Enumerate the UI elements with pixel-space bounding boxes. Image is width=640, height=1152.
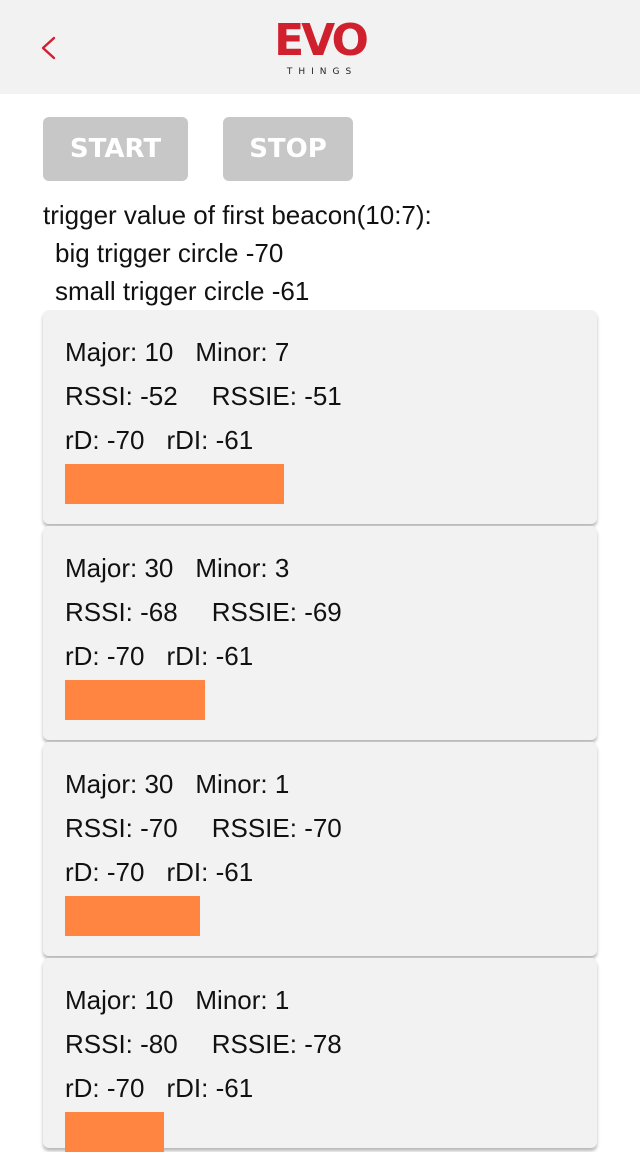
signal-strength-bar [65,896,200,936]
rssi-value: RSSI: -52 [65,381,178,411]
rssie-value: RSSIE: -69 [211,597,342,627]
logo-tagline: THINGS [286,67,358,77]
rssi-value: RSSI: -70 [65,813,178,843]
beacon-card: Major: 30 Minor: 3 RSSI: -68 RSSIE: -69 rD… [43,526,597,740]
rd-value: rD: -70 [65,425,145,455]
start-button[interactable]: START [43,117,188,181]
major-value: Major: 10 [65,985,174,1015]
trigger-info-title: trigger value of first beacon(10:7): [43,200,432,230]
minor-value: Minor: 3 [195,553,290,583]
major-value: Major: 30 [65,553,174,583]
logo-wordmark: EVO [274,15,369,66]
rssi-value: RSSI: -68 [65,597,178,627]
minor-value: Minor: 1 [195,769,290,799]
big-trigger-circle-text: big trigger circle -70 [55,238,284,268]
rdi-value: rDI: -61 [166,1073,254,1103]
rd-value: rD: -70 [65,641,145,671]
beacon-card: Major: 10 Minor: 1 RSSI: -80 RSSIE: -78 rD… [43,958,597,1152]
rssie-value: RSSIE: -78 [211,1029,342,1059]
beacon-card: Major: 30 Minor: 1 RSSI: -70 RSSIE: -70 rD… [43,742,597,956]
small-trigger-circle-text: small trigger circle -61 [55,276,310,306]
minor-value: Minor: 1 [195,985,290,1015]
signal-strength-bar [65,464,284,504]
beacon-card: Major: 10 Minor: 7 RSSI: -52 RSSIE: -51 rD… [43,310,597,524]
evothings-logo: EVO THINGS [270,18,370,78]
rdi-value: rDI: -61 [166,425,254,455]
stop-button[interactable]: STOP [223,117,353,181]
app-header: EVO THINGS [0,0,640,94]
rd-value: rD: -70 [65,857,145,887]
rd-value: rD: -70 [65,1073,145,1103]
rdi-value: rDI: -61 [166,857,254,887]
major-value: Major: 30 [65,769,174,799]
chevron-left-icon [41,36,56,60]
rssie-value: RSSIE: -70 [211,813,342,843]
rssie-value: RSSIE: -51 [211,381,342,411]
signal-strength-bar [65,1112,164,1152]
rssi-value: RSSI: -80 [65,1029,178,1059]
back-button[interactable] [34,26,66,70]
signal-strength-bar [65,680,205,720]
major-value: Major: 10 [65,337,174,367]
minor-value: Minor: 7 [195,337,290,367]
rdi-value: rDI: -61 [166,641,254,671]
